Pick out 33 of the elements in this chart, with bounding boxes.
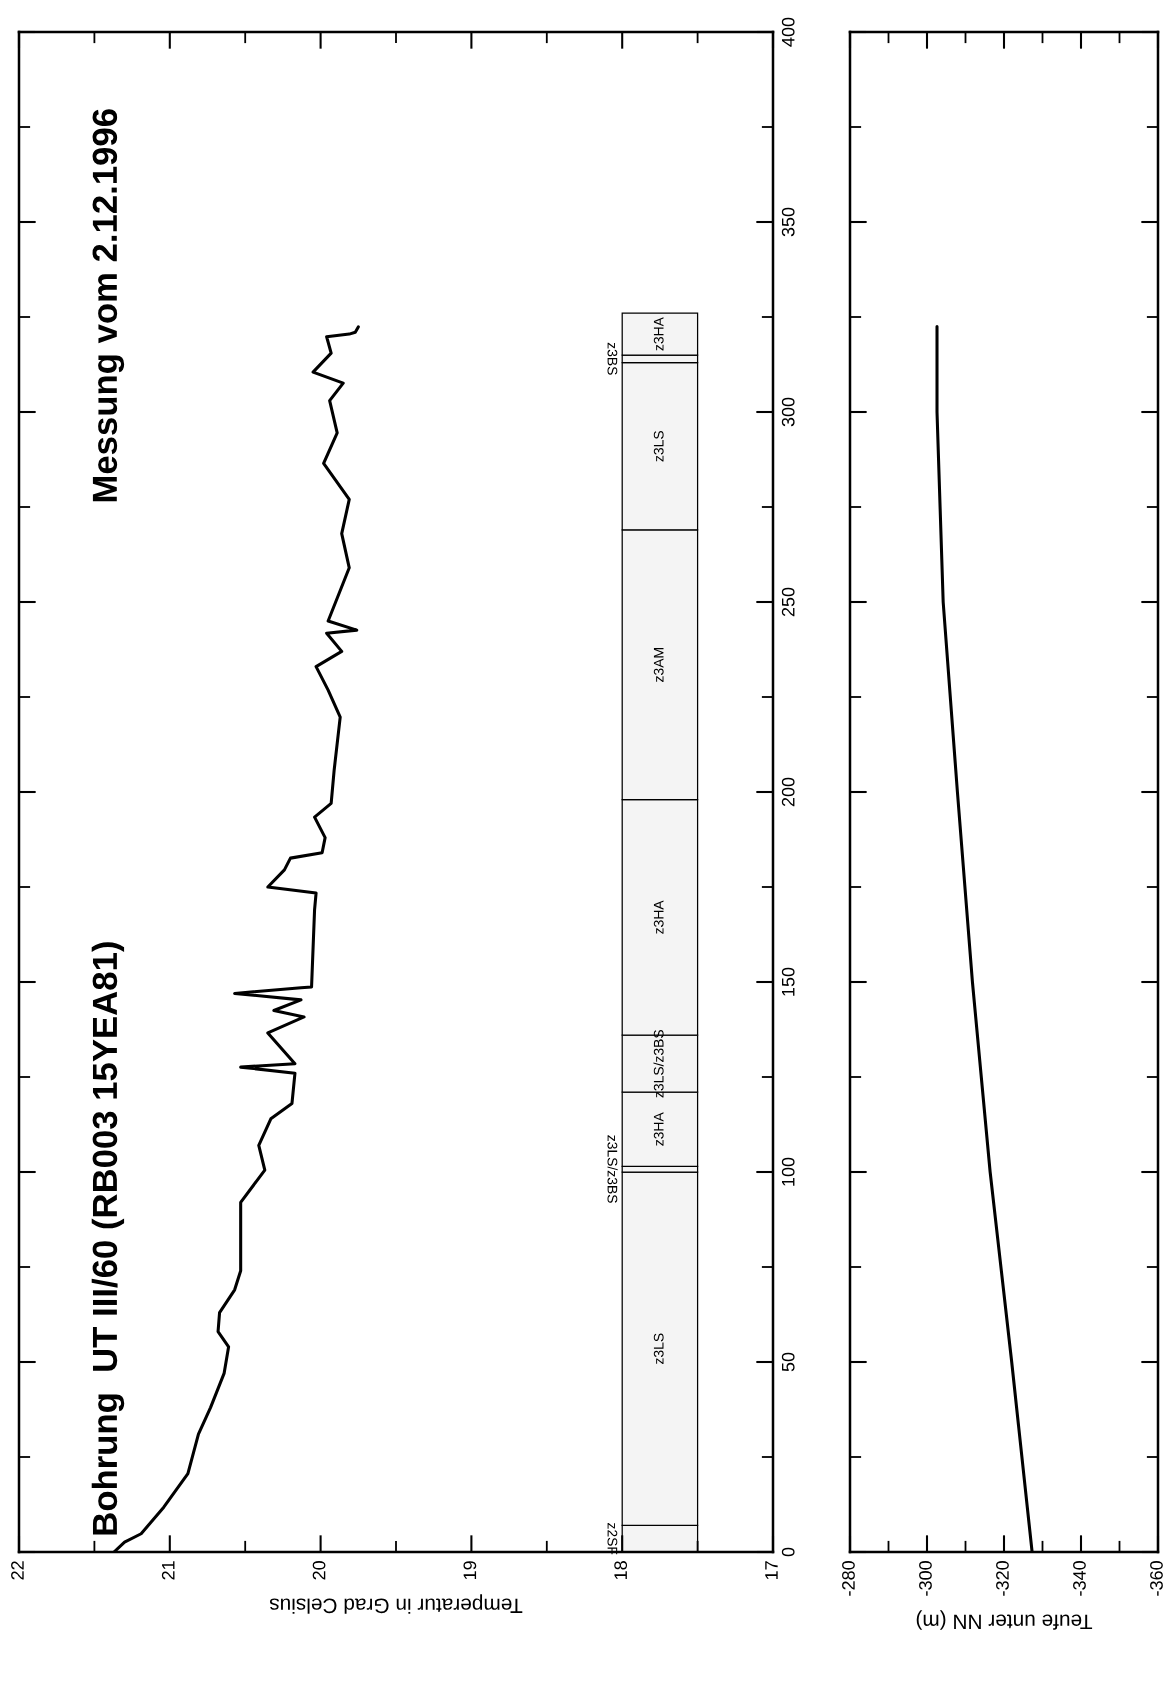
band-label: z3LS: [653, 431, 664, 462]
x-tick-label: -360: [1150, 1561, 1163, 1596]
band-label: z3HA: [653, 900, 664, 934]
band-label: z3BS: [607, 342, 618, 375]
y-tick-label: 250: [781, 587, 795, 617]
y-tick-label: 100: [781, 1157, 795, 1186]
x-tick-label: 22: [11, 1561, 24, 1580]
x-tick-label: 21: [161, 1561, 175, 1580]
band-label: z3AM: [653, 648, 664, 682]
x-tick-label: -300: [919, 1561, 932, 1596]
x-tick-label: -340: [1073, 1561, 1086, 1596]
x-tick-label: -320: [996, 1561, 1009, 1596]
x-tick-label: 18: [614, 1561, 628, 1580]
x-tick-label: -280: [842, 1561, 855, 1596]
x-axis-title: Temperatur in Grad Celsius: [269, 1594, 523, 1614]
band-label: z3LS/z3BS: [653, 1029, 664, 1098]
band-label: z3HA: [653, 1112, 664, 1146]
y-tick-label: 350: [781, 207, 795, 237]
x-axis-title: Teufe unter NN (m): [916, 1610, 1093, 1630]
text: Bohrung UT III/60 (RB003 15YEA81): [91, 942, 125, 1535]
y-tick-label: 200: [781, 777, 795, 807]
y-tick-label: 150: [781, 967, 795, 996]
band-label: z3LS/z3BS: [607, 1135, 618, 1203]
x-tick-label: 19: [463, 1561, 477, 1580]
x-tick-label: 17: [765, 1561, 778, 1580]
y-tick-label: 50: [781, 1352, 795, 1372]
y-tick-label: 0: [781, 1547, 795, 1557]
band-label: z3LS: [653, 1333, 664, 1364]
y-tick-label: 400: [781, 17, 795, 47]
x-tick-label: 20: [312, 1561, 326, 1580]
text: Messung vom 2.12.1996: [92, 109, 125, 502]
y-tick-label: 300: [781, 397, 795, 427]
band-label: z3HA: [653, 317, 664, 351]
